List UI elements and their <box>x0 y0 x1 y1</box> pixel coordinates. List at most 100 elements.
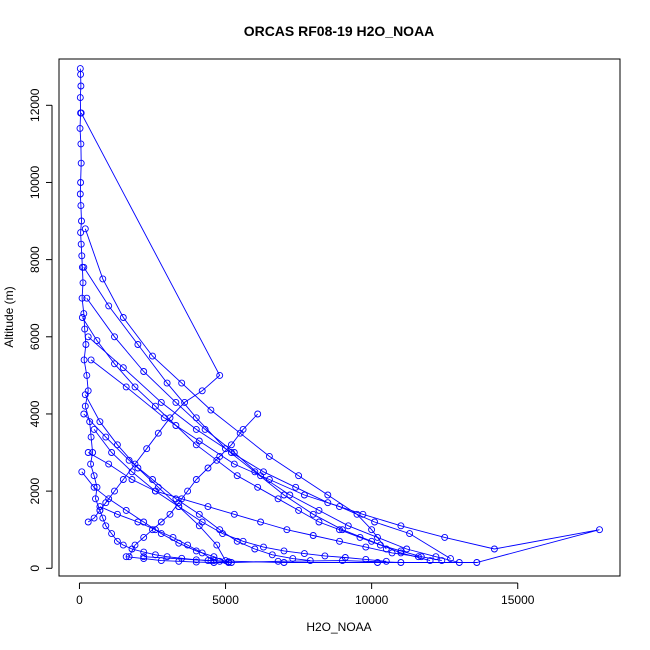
series-line <box>81 471 229 563</box>
data-point <box>309 510 317 518</box>
data-point <box>362 543 370 551</box>
data-point <box>356 533 364 541</box>
data-point <box>406 530 414 538</box>
data-point <box>257 518 265 526</box>
data-point <box>338 557 346 565</box>
data-point <box>169 533 177 541</box>
data-point <box>178 379 186 387</box>
data-point <box>315 506 323 514</box>
data-point <box>192 441 200 449</box>
data-point <box>230 449 238 456</box>
data-point <box>201 425 209 433</box>
data-point <box>397 547 405 555</box>
y-tick-label: 4000 <box>28 400 42 427</box>
data-point <box>204 503 212 511</box>
data-point <box>149 526 156 534</box>
data-point <box>77 109 85 117</box>
data-point <box>388 549 396 557</box>
data-point <box>362 555 370 563</box>
data-point <box>295 472 303 480</box>
data-point <box>172 422 180 429</box>
data-point <box>84 449 92 456</box>
data-point <box>184 541 192 549</box>
data-point <box>213 456 221 464</box>
series-line <box>79 68 229 563</box>
data-point <box>113 441 121 449</box>
data-point <box>213 541 221 549</box>
data-point <box>163 553 171 561</box>
data-point <box>157 530 165 538</box>
data-point <box>338 526 346 534</box>
series-line <box>93 429 387 562</box>
data-point <box>89 449 97 456</box>
data-point <box>149 476 156 483</box>
data-point <box>125 553 133 561</box>
data-point <box>78 468 86 476</box>
data-point <box>321 552 329 560</box>
data-point <box>382 557 390 565</box>
data-point <box>76 124 84 132</box>
data-point <box>265 452 273 460</box>
data-point <box>371 518 379 526</box>
data-point <box>140 548 148 556</box>
data-point <box>77 159 85 167</box>
data-point <box>78 294 86 302</box>
series-line <box>84 394 226 561</box>
y-axis: 0 2000 4000 6000 8000 10000 12000 <box>28 88 53 572</box>
data-point <box>134 341 142 348</box>
data-point <box>131 383 139 391</box>
data-point <box>309 532 317 539</box>
data-point <box>151 402 159 410</box>
data-point <box>113 510 121 518</box>
data-point <box>77 229 85 237</box>
data-point <box>140 553 148 561</box>
series-line <box>83 413 311 562</box>
data-point <box>125 456 133 464</box>
data-point <box>447 555 454 563</box>
data-point <box>344 522 352 530</box>
data-point <box>397 522 405 530</box>
data-point <box>122 506 130 514</box>
data-point <box>80 356 88 364</box>
data-point <box>151 526 159 534</box>
data-point <box>596 526 603 534</box>
data-point <box>198 518 206 526</box>
y-tick-label: 2000 <box>28 477 42 504</box>
data-point <box>192 558 200 566</box>
data-point <box>295 506 303 514</box>
data-point <box>157 557 165 565</box>
data-point <box>151 551 159 559</box>
data-point <box>490 545 498 553</box>
data-point <box>90 472 98 480</box>
data-point <box>84 333 92 341</box>
data-point <box>82 341 90 348</box>
x-axis-label: H2O_NOAA <box>306 620 371 634</box>
data-point <box>192 547 200 555</box>
data-point <box>78 217 85 225</box>
data-point <box>172 398 180 406</box>
data-point <box>80 310 88 318</box>
y-tick-label: 12000 <box>28 88 42 122</box>
data-point <box>192 414 200 422</box>
series-line <box>82 317 442 562</box>
data-point <box>219 530 227 538</box>
data-lines <box>79 68 600 563</box>
data-point <box>77 82 85 90</box>
data-point <box>359 510 367 518</box>
data-point <box>175 503 183 511</box>
data-point <box>140 533 148 541</box>
data-point <box>77 140 85 148</box>
y-tick-label: 10000 <box>28 165 42 199</box>
data-point <box>283 526 291 534</box>
data-point <box>99 514 107 522</box>
data-point <box>441 533 449 541</box>
data-point <box>336 503 343 511</box>
data-point <box>274 557 282 565</box>
data-point <box>77 70 85 78</box>
data-point <box>268 551 276 559</box>
chart-title: ORCAS RF08-19 H2O_NOAA <box>244 23 435 39</box>
data-point <box>280 547 288 555</box>
y-axis-label: Altitude (m) <box>2 286 16 347</box>
data-point <box>111 360 118 368</box>
data-point <box>131 541 139 549</box>
